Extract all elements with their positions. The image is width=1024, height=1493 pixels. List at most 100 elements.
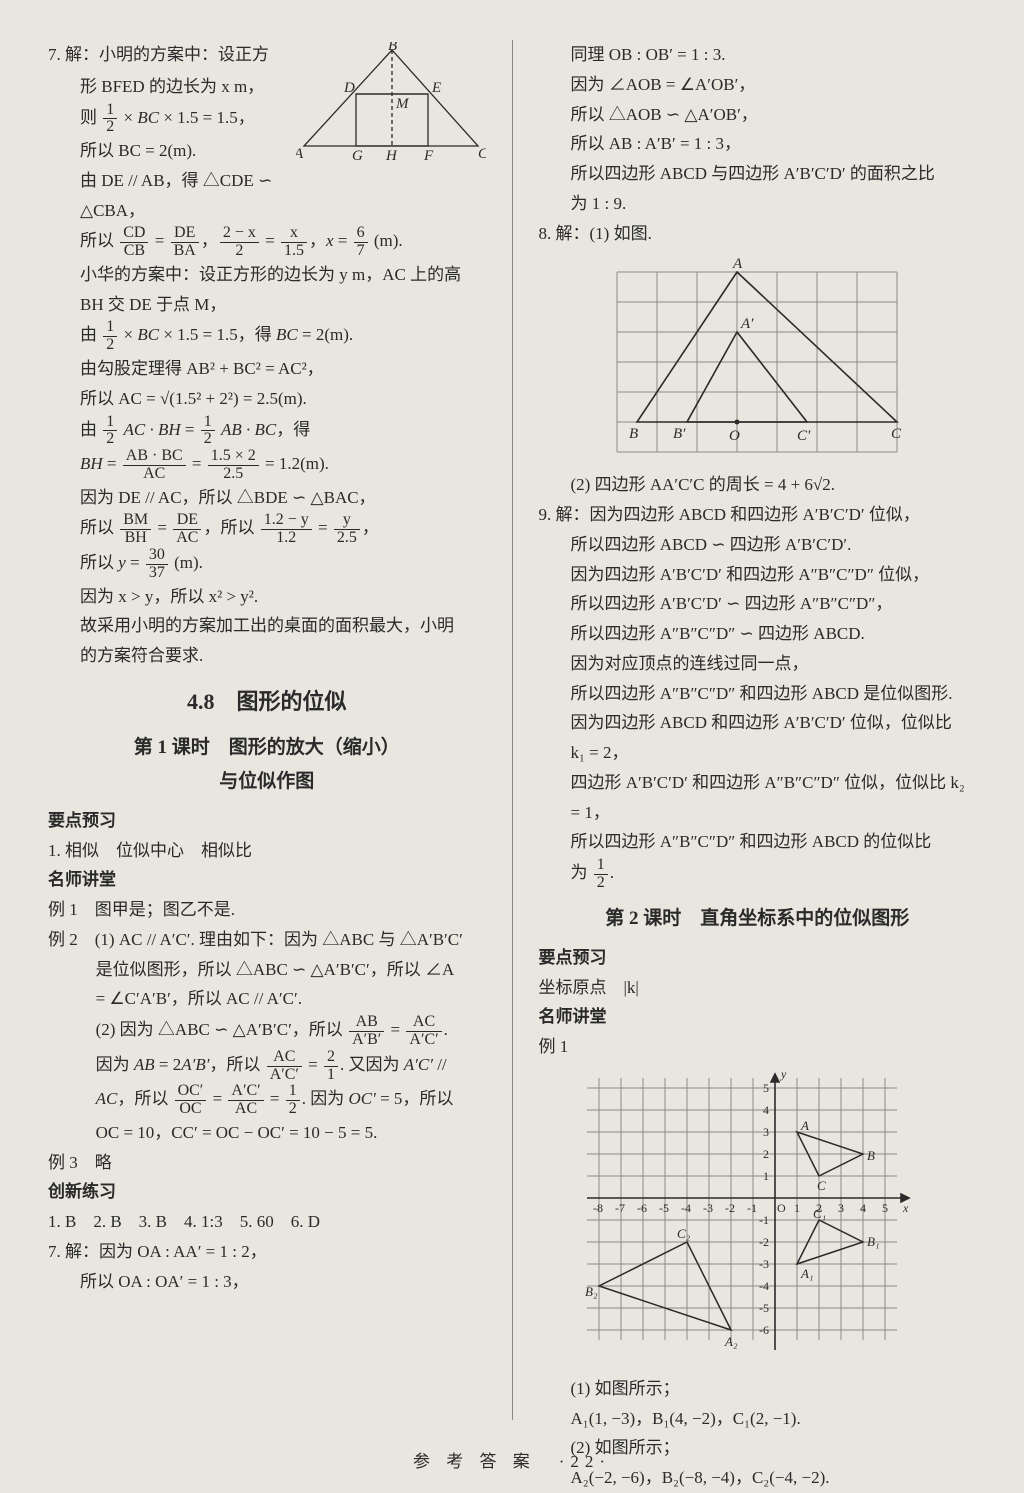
r-ex1-h: 例 1 <box>539 1032 977 1062</box>
c7-3: 所以 AB : A′B′ = 1 : 3， <box>571 129 977 159</box>
svg-text:3: 3 <box>838 1201 844 1215</box>
svg-text:A′: A′ <box>740 316 754 332</box>
svg-text:1: 1 <box>763 1169 769 1183</box>
page-footer: 参 考 答 案 ·22· <box>0 1447 1024 1472</box>
ex2-l5: AC，所以 OC′OC = A′C′AC = 12. 因为 OC′ = 5，所以 <box>96 1083 486 1118</box>
q7-l4: 由 DE // AB，得 △CDE ∽ △CBA， <box>80 166 486 226</box>
q7-l7: BH 交 DE 于点 M， <box>80 290 486 320</box>
svg-text:C: C <box>891 426 902 442</box>
q9-9: = 1， <box>571 798 977 828</box>
lesson1-l2: 与位似作图 <box>48 765 486 798</box>
q7-l16: 因为 x > y，所以 x² > y². <box>80 582 486 612</box>
svg-text:A: A <box>296 146 304 162</box>
svg-text:D: D <box>343 80 355 96</box>
lesson-1-title: 第 1 课时 图形的放大（缩小） 与位似作图 <box>48 731 486 798</box>
cx-answers: 1. B 2. B 3. B 4. 1:3 5. 60 6. D <box>48 1207 486 1237</box>
c7-2: 所以 △AOB ∽ △A′OB′， <box>571 100 977 130</box>
svg-text:-7: -7 <box>615 1201 625 1215</box>
r-yaodian-line: 坐标原点 |k| <box>539 973 977 1003</box>
q7b-head: 7. 解：因为 OA : AA′ = 1 : 2， <box>48 1237 486 1267</box>
svg-text:B: B <box>867 1148 875 1163</box>
svg-text:A₂: A₂ <box>724 1334 738 1349</box>
svg-text:B′: B′ <box>673 426 686 442</box>
svg-text:-5: -5 <box>759 1301 769 1315</box>
svg-text:F: F <box>423 148 434 162</box>
svg-text:O: O <box>777 1201 786 1215</box>
svg-text:C: C <box>817 1178 826 1193</box>
lesson1-l1: 第 1 课时 图形的放大（缩小） <box>48 731 486 764</box>
q7-l5: 所以 CDCB = DEBA，2 − x2 = x1.5，x = 67 (m). <box>80 225 486 260</box>
svg-text:-2: -2 <box>759 1235 769 1249</box>
svg-text:A₁: A₁ <box>800 1266 813 1281</box>
svg-text:4: 4 <box>763 1103 769 1117</box>
svg-text:-6: -6 <box>759 1323 769 1337</box>
q7-cont: 同理 OB : OB′ = 1 : 3. 因为 ∠AOB = ∠A′OB′， 所… <box>539 40 977 219</box>
ex2-head: 例 2 (1) AC // A′C′. 理由如下：因为 △ABC 与 △A′B′… <box>48 925 486 955</box>
q7-l12: BH = AB · BCAC = 1.5 × 22.5 = 1.2(m). <box>80 448 486 483</box>
ex2-l3: (2) 因为 △ABC ∽ △A′B′C′，所以 ABA′B′ = ACA′C′… <box>96 1014 486 1049</box>
q9-10: 所以四边形 A″B″C″D″ 和四边形 ABCD 的位似比 <box>571 827 977 857</box>
q7-triangle-figure: B D E M A G H F C <box>296 42 486 162</box>
svg-text:5: 5 <box>882 1201 888 1215</box>
ex2-l6: OC = 10，CC′ = OC − OC′ = 10 − 5 = 5. <box>96 1118 486 1148</box>
svg-text:H: H <box>385 148 398 162</box>
q7-l18: 的方案符合要求. <box>80 641 486 671</box>
svg-text:C: C <box>478 146 486 162</box>
c7-4: 所以四边形 ABCD 与四边形 A′B′C′D′ 的面积之比 <box>571 159 977 189</box>
ex1a-0: (1) 如图所示； <box>571 1374 977 1404</box>
q8-figure: A A′ B B′ O C′ C <box>607 254 907 464</box>
ex1: 例 1 图甲是；图乙不是. <box>48 895 486 925</box>
r-mingshi-h: 名师讲堂 <box>539 1002 977 1032</box>
svg-text:-4: -4 <box>681 1201 691 1215</box>
ex2-l4: 因为 AB = 2A′B′，所以 ACA′C′ = 21. 又因为 A′C′ /… <box>96 1049 486 1084</box>
q9-1: 因为四边形 A′B′C′D′ 和四边形 A″B″C″D″ 位似， <box>571 560 977 590</box>
ex2-l2: = ∠C′A′B′，所以 AC // A′C′. <box>96 984 486 1014</box>
q9-3: 所以四边形 A″B″C″D″ ∽ 四边形 ABCD. <box>571 619 977 649</box>
c7-5: 为 1 : 9. <box>571 189 977 219</box>
q9-6: 因为四边形 ABCD 和四边形 A′B′C′D′ 位似，位似比 <box>571 708 977 738</box>
column-divider <box>512 40 513 1420</box>
svg-text:y: y <box>780 1068 787 1081</box>
svg-text:B₂: B₂ <box>585 1284 598 1299</box>
q9-head: 9. 解：因为四边形 ABCD 和四边形 A′B′C′D′ 位似， <box>539 500 977 530</box>
r-yaodian-h: 要点预习 <box>539 943 977 973</box>
ex1-answers: (1) 如图所示； A₁(1, −3)，B₁(4, −2)，C₁(2, −1).… <box>539 1374 977 1493</box>
ex2-l1: 是位似图形，所以 △ABC ∽ △A′B′C′，所以 ∠A <box>96 955 486 985</box>
q9-5: 所以四边形 A″B″C″D″ 和四边形 ABCD 是位似图形. <box>571 679 977 709</box>
svg-text:B₁: B₁ <box>867 1234 879 1249</box>
c7-0: 同理 OB : OB′ = 1 : 3. <box>571 40 977 70</box>
svg-text:4: 4 <box>860 1201 866 1215</box>
svg-text:-6: -6 <box>637 1201 647 1215</box>
svg-text:3: 3 <box>763 1125 769 1139</box>
svg-text:C₁: C₁ <box>813 1206 826 1221</box>
svg-text:2: 2 <box>763 1147 769 1161</box>
svg-text:C′: C′ <box>797 428 811 444</box>
svg-text:5: 5 <box>763 1081 769 1095</box>
svg-text:O: O <box>729 428 740 444</box>
q9-0: 所以四边形 ABCD ∽ 四边形 A′B′C′D′. <box>571 530 977 560</box>
svg-text:-5: -5 <box>659 1201 669 1215</box>
svg-text:G: G <box>352 148 363 162</box>
chuangxin-heading: 创新练习 <box>48 1177 486 1207</box>
svg-text:-1: -1 <box>759 1213 769 1227</box>
svg-text:1: 1 <box>794 1201 800 1215</box>
q7-l17: 故采用小明的方案加工出的桌面的面积最大，小明 <box>80 611 486 641</box>
yaodian-1: 1. 相似 位似中心 相似比 <box>48 836 486 866</box>
svg-text:-3: -3 <box>759 1257 769 1271</box>
svg-text:A: A <box>800 1118 809 1133</box>
section-number: 4.8 <box>187 689 215 714</box>
svg-text:-8: -8 <box>593 1201 603 1215</box>
lesson-2-title: 第 2 课时 直角坐标系中的位似图形 <box>539 902 977 935</box>
q7b-l2: 所以 OA : OA′ = 1 : 3， <box>48 1267 486 1297</box>
q7-l13: 因为 DE // AC，所以 △BDE ∽ △BAC， <box>80 483 486 513</box>
svg-text:E: E <box>431 80 441 96</box>
ex3: 例 3 略 <box>48 1148 486 1178</box>
svg-text:-2: -2 <box>725 1201 735 1215</box>
q7-l11: 由 12 AC · BH = 12 AB · BC，得 <box>80 414 486 449</box>
svg-text:-4: -4 <box>759 1279 769 1293</box>
q7-l15: 所以 y = 3037 (m). <box>80 547 486 582</box>
section-4-8: 4.8 图形的位似 <box>48 683 486 722</box>
yaodian-heading: 要点预习 <box>48 806 486 836</box>
svg-text:x: x <box>902 1201 909 1215</box>
page-columns: B D E M A G H F C 7. 解：小明的方案中：设正方 形 BFED… <box>48 40 976 1420</box>
